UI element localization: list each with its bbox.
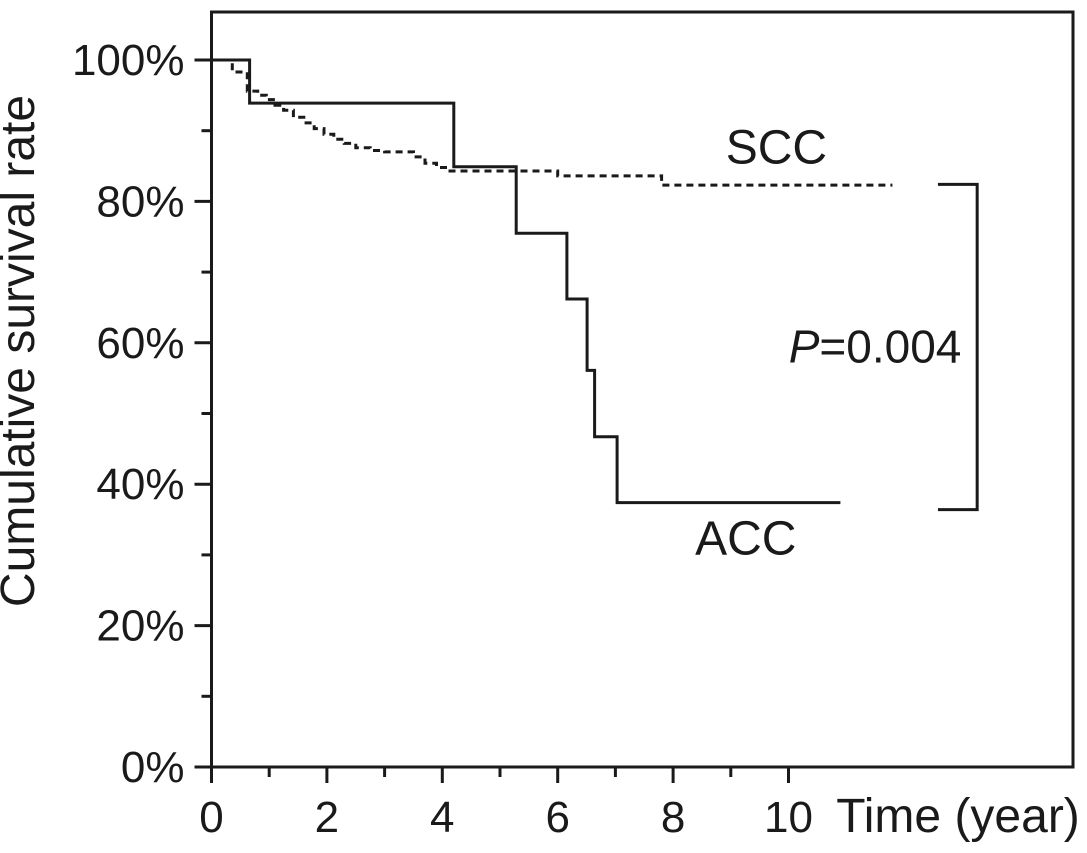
x-tick-label: 6 <box>545 793 569 842</box>
acc-label: ACC <box>695 513 796 566</box>
y-tick-label: 20% <box>96 602 184 651</box>
x-tick-label: 2 <box>315 793 339 842</box>
y-axis-title: Cumulative survival rate <box>0 95 45 607</box>
comparison-bracket <box>937 182 979 512</box>
y-tick-label: 0% <box>121 743 185 792</box>
x-tick-label: 10 <box>764 793 813 842</box>
y-tick-label: 40% <box>96 460 184 509</box>
scc-curve <box>211 58 893 187</box>
x-axis-title: Time (year) <box>836 790 1080 843</box>
scc-label: SCC <box>726 122 827 175</box>
x-tick-label: 4 <box>430 793 454 842</box>
y-tick-label: 80% <box>96 177 184 226</box>
x-tick-label: 0 <box>199 793 223 842</box>
y-tick-label: 60% <box>96 319 184 368</box>
x-tick-label: 8 <box>661 793 685 842</box>
p-value-label: P=0.004 <box>789 320 962 372</box>
y-tick-label: 100% <box>72 36 185 85</box>
acc-curve <box>211 58 841 505</box>
plot-frame <box>210 10 1075 769</box>
